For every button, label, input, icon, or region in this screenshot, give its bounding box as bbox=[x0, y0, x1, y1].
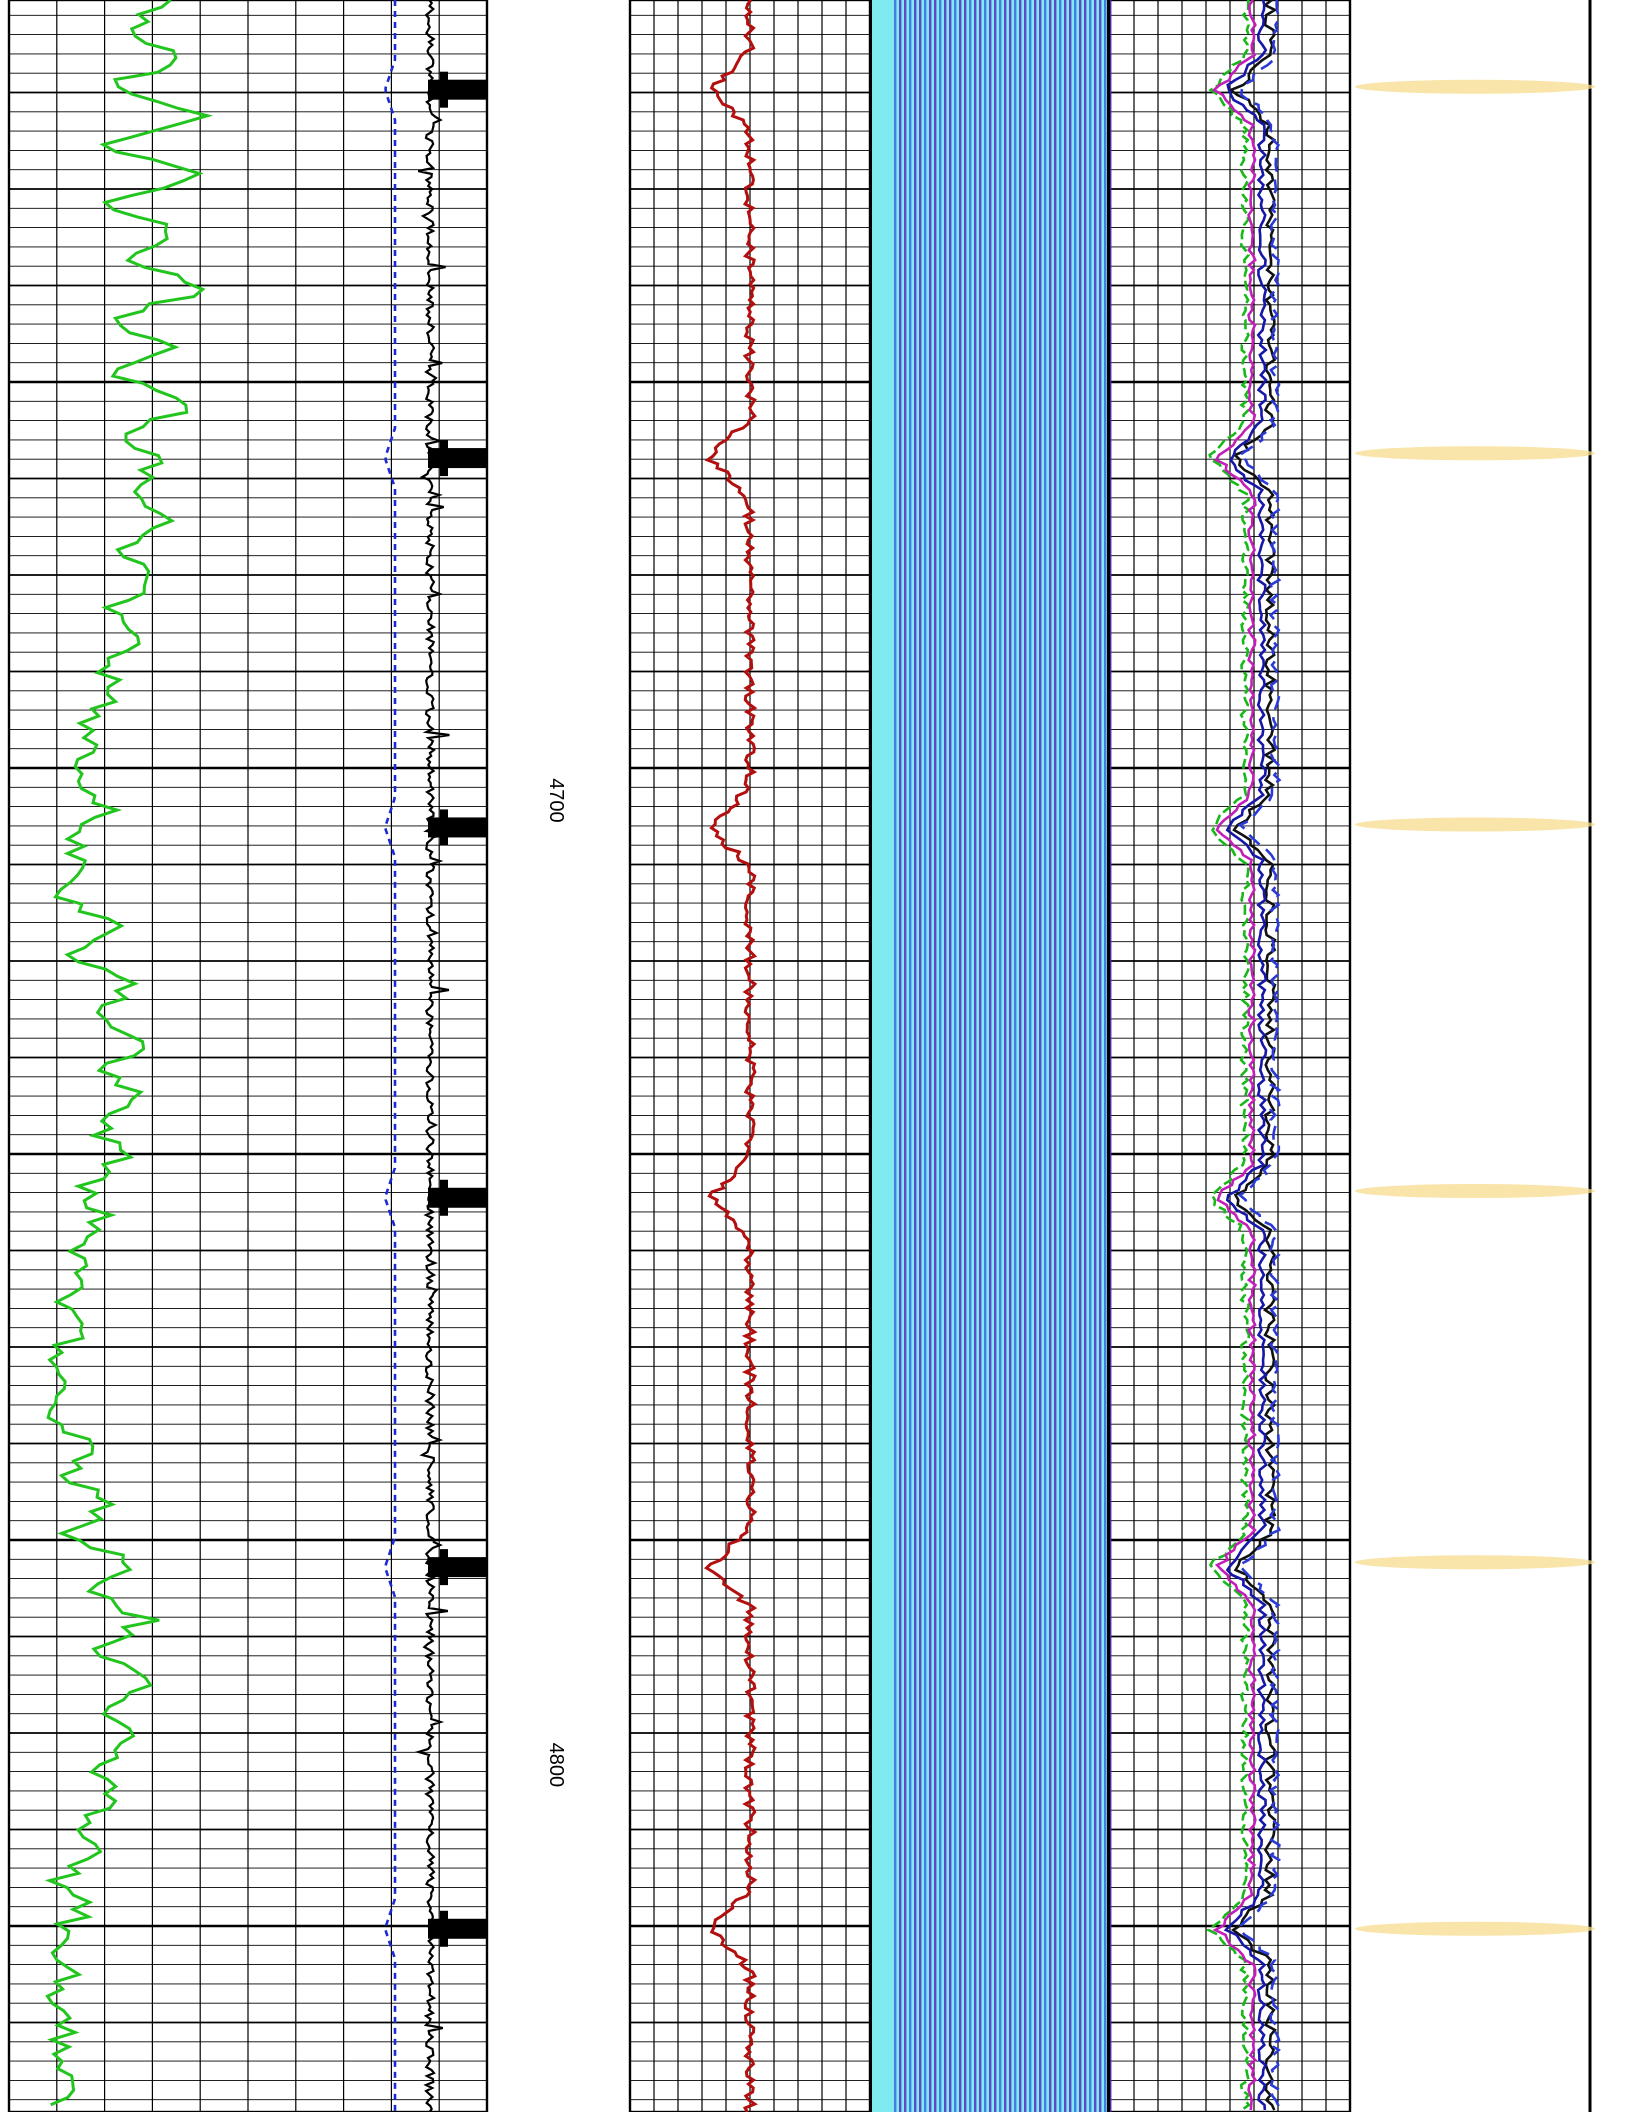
image-stripe bbox=[1059, 0, 1062, 2112]
spike-bar bbox=[440, 1910, 448, 1947]
caliper-curve bbox=[383, 0, 397, 2112]
image-stripe bbox=[994, 0, 997, 2112]
image-stripe bbox=[894, 0, 897, 2112]
track-1-grid bbox=[7, 0, 489, 2112]
shading-band bbox=[1355, 1184, 1595, 1199]
curves-layer bbox=[44, 0, 1282, 2112]
image-stripe bbox=[924, 0, 927, 2112]
image-stripe bbox=[1084, 0, 1087, 2112]
image-stripe bbox=[1089, 0, 1092, 2112]
image-stripe bbox=[964, 0, 967, 2112]
image-stripe bbox=[1094, 0, 1097, 2112]
spiky-curve bbox=[414, 0, 452, 2112]
spike-block bbox=[428, 1557, 486, 1578]
image-stripe bbox=[1039, 0, 1042, 2112]
image-stripe bbox=[984, 0, 987, 2112]
image-stripe bbox=[1054, 0, 1057, 2112]
image-stripe bbox=[929, 0, 932, 2112]
green-curve bbox=[1206, 0, 1252, 2112]
shading-band bbox=[1355, 1921, 1595, 1936]
image-stripe bbox=[999, 0, 1002, 2112]
image-stripe bbox=[944, 0, 947, 2112]
image-stripe bbox=[919, 0, 922, 2112]
red-curve bbox=[703, 0, 758, 2112]
dashed-blue-curve bbox=[1237, 0, 1282, 2112]
spike-block bbox=[428, 1918, 486, 1939]
image-stripe bbox=[914, 0, 917, 2112]
image-stripe bbox=[1014, 0, 1017, 2112]
image-stripe bbox=[979, 0, 982, 2112]
image-stripe bbox=[1044, 0, 1047, 2112]
image-stripe bbox=[1099, 0, 1102, 2112]
track-5-grid bbox=[1108, 0, 1352, 2112]
image-stripe bbox=[949, 0, 952, 2112]
image-stripe bbox=[1029, 0, 1032, 2112]
shading-band bbox=[1355, 79, 1595, 94]
image-track bbox=[870, 0, 1112, 2112]
image-stripe bbox=[909, 0, 912, 2112]
shading-band bbox=[1355, 446, 1595, 461]
image-stripe bbox=[954, 0, 957, 2112]
image-stripe bbox=[904, 0, 907, 2112]
image-stripe bbox=[1074, 0, 1077, 2112]
image-stripe bbox=[899, 0, 902, 2112]
image-stripe bbox=[1049, 0, 1052, 2112]
shading-track bbox=[1355, 0, 1595, 2112]
image-stripe bbox=[969, 0, 972, 2112]
image-stripe bbox=[959, 0, 962, 2112]
image-border bbox=[1107, 0, 1110, 2112]
spike-block bbox=[428, 79, 486, 100]
image-border-left bbox=[870, 0, 872, 2112]
spike-bar bbox=[440, 809, 448, 846]
image-stripe bbox=[1009, 0, 1012, 2112]
image-stripe bbox=[934, 0, 937, 2112]
image-stripe bbox=[1034, 0, 1037, 2112]
image-stripe bbox=[989, 0, 992, 2112]
spike-block bbox=[428, 448, 486, 469]
image-stripe bbox=[1064, 0, 1067, 2112]
depth-label: 4700 bbox=[545, 778, 567, 823]
spike-block bbox=[428, 1187, 486, 1208]
depth-labels: 4700 4800 bbox=[545, 778, 567, 1787]
image-stripe bbox=[1079, 0, 1082, 2112]
image-stripe bbox=[939, 0, 942, 2112]
image-stripe bbox=[1109, 0, 1112, 2112]
tracks-layer bbox=[7, 0, 1595, 2112]
spike-bar bbox=[440, 1549, 448, 1586]
image-stripe bbox=[1069, 0, 1072, 2112]
depth-label: 4800 bbox=[545, 1743, 567, 1788]
image-stripe bbox=[1019, 0, 1022, 2112]
spike-block bbox=[428, 817, 486, 838]
gamma-curve bbox=[44, 0, 214, 2107]
image-stripe bbox=[1104, 0, 1107, 2112]
image-stripe bbox=[1004, 0, 1007, 2112]
spike-bar bbox=[440, 440, 448, 477]
image-stripe bbox=[974, 0, 977, 2112]
spike-bar bbox=[440, 1179, 448, 1216]
blue-curve bbox=[1223, 0, 1268, 2111]
spike-bar bbox=[440, 71, 448, 108]
shading-band bbox=[1355, 1555, 1595, 1570]
magenta-curve bbox=[1211, 0, 1258, 2111]
image-stripe bbox=[1024, 0, 1027, 2112]
shading-band bbox=[1355, 817, 1595, 832]
